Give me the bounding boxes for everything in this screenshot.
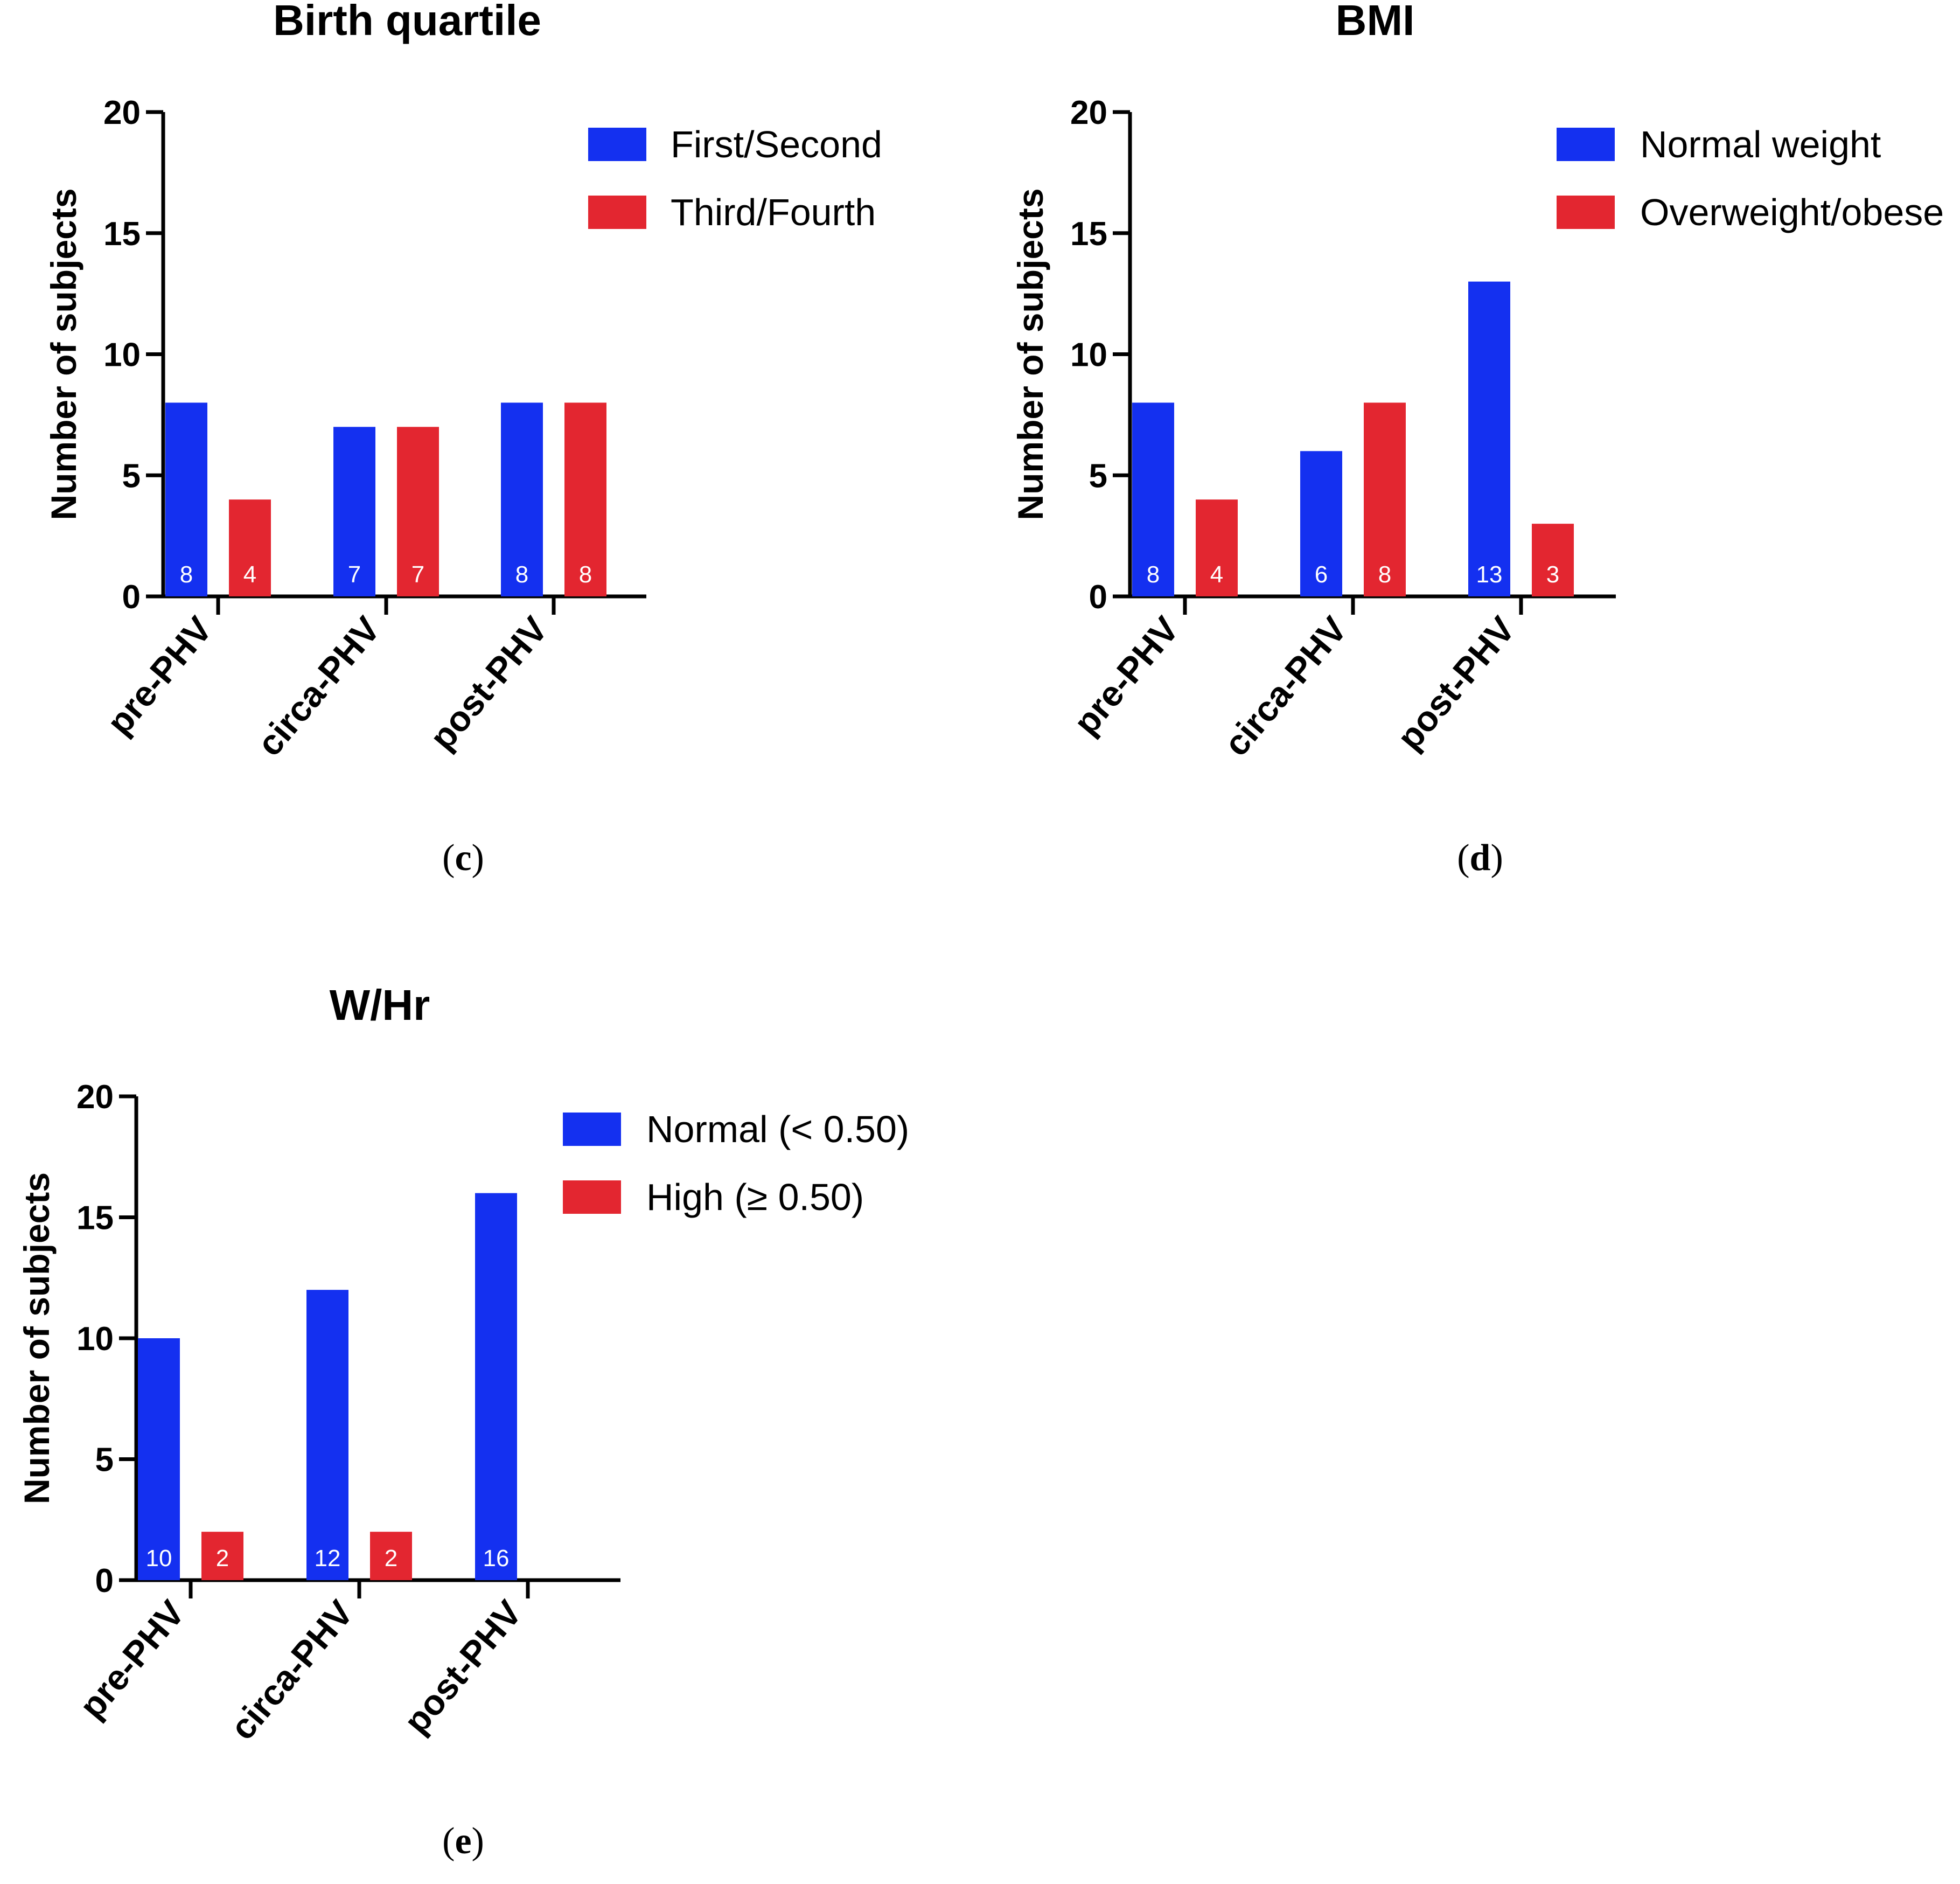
bar-series1 bbox=[1132, 402, 1174, 596]
x-category-label: post-PHV bbox=[422, 609, 555, 757]
bar-series2 bbox=[397, 427, 439, 596]
x-category-label: pre-PHV bbox=[1066, 609, 1187, 742]
bar-series1 bbox=[138, 1338, 180, 1580]
bar-series1 bbox=[1300, 451, 1342, 596]
y-tick-label: 0 bbox=[95, 1562, 114, 1600]
panel-label-part: d bbox=[1470, 837, 1491, 879]
bar-series2 bbox=[229, 499, 271, 596]
legend-label-series1: Normal weight bbox=[1640, 123, 1881, 165]
bar-value-label: 4 bbox=[1210, 561, 1223, 588]
bar-value-label: 6 bbox=[1315, 561, 1328, 588]
bar-value-label: 8 bbox=[180, 561, 193, 588]
chart-panel-d: BMI 0 5 10 15 20 Number of subjects 8 4 pre-PHV 6 8… bbox=[1010, 0, 1944, 879]
y-tick-label: 15 bbox=[103, 215, 141, 253]
bar-series1 bbox=[501, 402, 543, 596]
bar-value-label: 7 bbox=[411, 561, 424, 588]
bar-series2 bbox=[564, 402, 606, 596]
bar-value-label: 13 bbox=[1476, 561, 1503, 588]
legend-label-series1: Normal (< 0.50) bbox=[646, 1108, 909, 1150]
chart-title: Birth quartile bbox=[273, 0, 541, 44]
x-category-label: circa-PHV bbox=[1216, 609, 1355, 763]
bar-value-label: 8 bbox=[1378, 561, 1391, 588]
legend-swatch-series1 bbox=[1557, 128, 1615, 161]
bar-value-label: 10 bbox=[146, 1545, 172, 1572]
panel-label: (e) bbox=[442, 1820, 484, 1862]
y-tick-label: 5 bbox=[122, 457, 141, 495]
x-category-label: post-PHV bbox=[396, 1593, 529, 1741]
panel-label-part: ) bbox=[1490, 837, 1503, 879]
y-axis-label: Number of subjects bbox=[1010, 188, 1050, 520]
y-axis-label: Number of subjects bbox=[17, 1172, 57, 1504]
bar-value-label: 8 bbox=[579, 561, 592, 588]
bar-value-label: 12 bbox=[315, 1545, 341, 1572]
panel-label-part: ) bbox=[472, 837, 484, 879]
panel-label-part: ( bbox=[442, 1820, 455, 1862]
legend-label-series1: First/Second bbox=[671, 123, 882, 165]
legend-swatch-series1 bbox=[563, 1113, 621, 1146]
bar-value-label: 16 bbox=[483, 1545, 510, 1572]
legend-label-series2: Third/Fourth bbox=[671, 191, 876, 233]
chart-panel-e: W/Hr 0 5 10 15 20 Number of subjects 10 2 pre-PHV… bbox=[17, 981, 909, 1862]
panel-label-part: ) bbox=[472, 1820, 484, 1862]
legend-label-series2: High (≥ 0.50) bbox=[646, 1176, 864, 1218]
y-tick-label: 0 bbox=[122, 579, 141, 616]
panel-label-part: c bbox=[455, 837, 471, 879]
panel-label: (c) bbox=[442, 837, 484, 879]
y-tick-label: 20 bbox=[1070, 94, 1107, 131]
x-category-label: pre-PHV bbox=[99, 609, 220, 742]
y-tick-label: 20 bbox=[76, 1079, 114, 1116]
x-category-label: circa-PHV bbox=[249, 609, 388, 763]
legend-swatch-series2 bbox=[563, 1180, 621, 1214]
panel-label-part: e bbox=[455, 1820, 471, 1862]
y-axis-label: Number of subjects bbox=[44, 188, 83, 520]
legend-label-series2: Overweight/obese bbox=[1640, 191, 1944, 233]
chart-title: BMI bbox=[1336, 0, 1415, 44]
y-tick-label: 5 bbox=[1089, 457, 1107, 495]
bar-series2 bbox=[370, 1532, 412, 1580]
x-category-label: post-PHV bbox=[1389, 609, 1523, 757]
bar-value-label: 2 bbox=[385, 1545, 397, 1572]
bar-series1 bbox=[165, 402, 207, 596]
bar-series1 bbox=[1468, 281, 1510, 596]
bar-value-label: 8 bbox=[1147, 561, 1160, 588]
bar-series1 bbox=[333, 427, 375, 596]
bar-series2 bbox=[1532, 524, 1574, 596]
bar-series2 bbox=[201, 1532, 243, 1580]
y-tick-label: 10 bbox=[1070, 337, 1107, 374]
bar-value-label: 4 bbox=[243, 561, 256, 588]
bar-value-label: 7 bbox=[348, 561, 361, 588]
chart-title: W/Hr bbox=[330, 981, 430, 1029]
bar-value-label: 3 bbox=[1546, 561, 1559, 588]
y-tick-label: 10 bbox=[76, 1320, 114, 1358]
bar-series2 bbox=[1196, 499, 1238, 596]
y-tick-label: 15 bbox=[1070, 215, 1107, 253]
chart-panel-c: Birth quartile 0 5 10 15 20 Number of subjects… bbox=[44, 0, 882, 879]
legend-swatch-series2 bbox=[1557, 196, 1615, 229]
y-tick-label: 5 bbox=[95, 1442, 114, 1479]
panel-label: (d) bbox=[1457, 837, 1503, 879]
panel-label-part: ( bbox=[442, 837, 455, 879]
legend-swatch-series2 bbox=[588, 196, 646, 229]
x-category-label: pre-PHV bbox=[72, 1593, 192, 1726]
bar-series1 bbox=[475, 1193, 517, 1580]
y-tick-label: 15 bbox=[76, 1200, 114, 1237]
x-category-label: circa-PHV bbox=[222, 1593, 361, 1747]
bar-series1 bbox=[306, 1290, 348, 1580]
bar-series2 bbox=[1364, 402, 1406, 596]
panel-label-part: ( bbox=[1457, 837, 1469, 879]
bar-value-label: 8 bbox=[515, 561, 528, 588]
y-tick-label: 0 bbox=[1089, 579, 1107, 616]
y-tick-label: 10 bbox=[103, 337, 141, 374]
legend-swatch-series1 bbox=[588, 128, 646, 161]
y-tick-label: 20 bbox=[103, 94, 141, 131]
bar-value-label: 2 bbox=[216, 1545, 229, 1572]
